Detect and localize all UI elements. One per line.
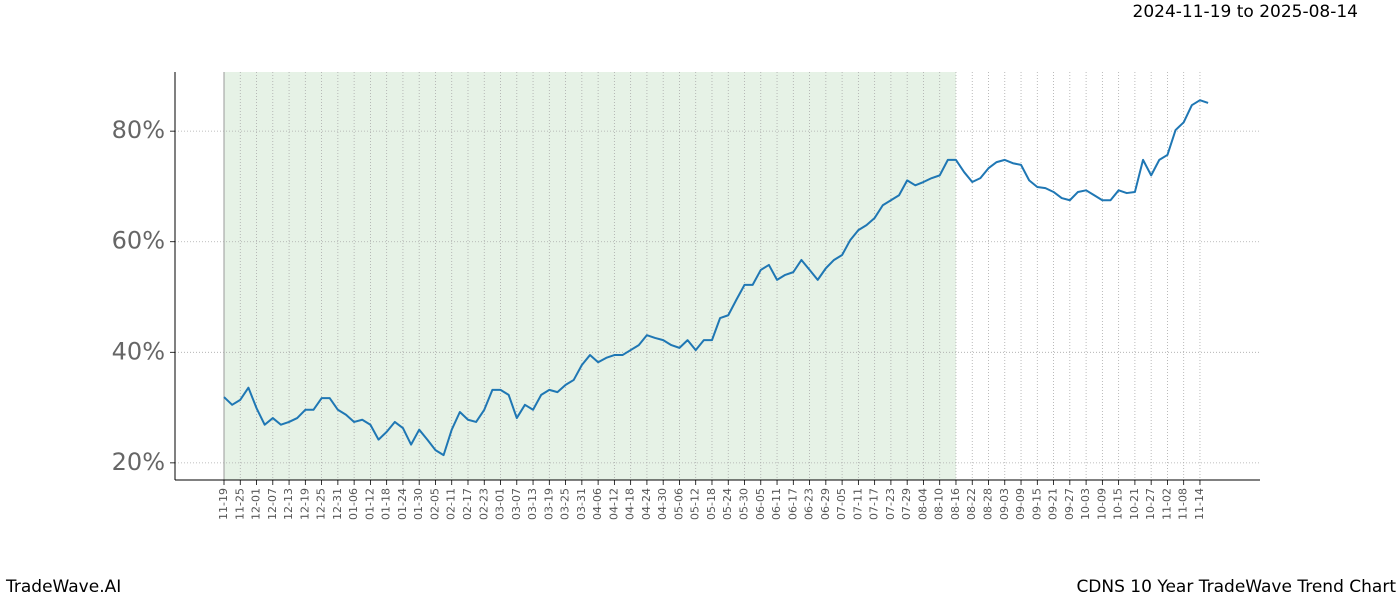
x-tick-label: 04-18 bbox=[624, 488, 637, 520]
x-tick-label: 06-29 bbox=[819, 488, 832, 520]
x-tick-label: 01-30 bbox=[412, 488, 425, 520]
x-tick-label: 05-30 bbox=[738, 488, 751, 520]
x-tick-label: 06-23 bbox=[803, 488, 816, 520]
x-tick-label: 07-17 bbox=[868, 488, 881, 520]
x-tick-label: 12-01 bbox=[250, 488, 263, 520]
x-tick-label: 01-24 bbox=[396, 488, 409, 520]
x-tick-label: 09-03 bbox=[998, 488, 1011, 520]
x-tick-label: 06-11 bbox=[770, 488, 783, 520]
x-tick-label: 12-25 bbox=[315, 488, 328, 520]
x-tick-label: 08-10 bbox=[933, 488, 946, 520]
x-tick-label: 05-18 bbox=[705, 488, 718, 520]
y-tick-label: 80% bbox=[112, 116, 165, 144]
x-tick-label: 03-31 bbox=[575, 488, 588, 520]
x-tick-label: 02-17 bbox=[461, 488, 474, 520]
x-tick-label: 12-19 bbox=[298, 488, 311, 520]
x-tick-label: 12-31 bbox=[331, 488, 344, 520]
x-tick-label: 07-29 bbox=[900, 488, 913, 520]
y-tick-label: 60% bbox=[112, 227, 165, 255]
x-tick-label: 12-13 bbox=[282, 488, 295, 520]
x-tick-label: 01-12 bbox=[363, 488, 376, 520]
x-tick-label: 11-02 bbox=[1160, 488, 1173, 520]
x-tick-label: 11-19 bbox=[217, 488, 230, 520]
x-tick-label: 03-07 bbox=[510, 488, 523, 520]
x-tick-label: 05-06 bbox=[672, 488, 685, 520]
x-tick-label: 10-03 bbox=[1079, 488, 1092, 520]
x-tick-label: 03-19 bbox=[542, 488, 555, 520]
x-tick-label: 05-24 bbox=[721, 488, 734, 520]
watermark: TradeWave.AI bbox=[5, 577, 121, 597]
x-tick-label: 07-05 bbox=[835, 488, 848, 520]
x-tick-label: 06-17 bbox=[786, 488, 799, 520]
x-tick-label: 12-07 bbox=[266, 488, 279, 520]
chart-title: CDNS 10 Year TradeWave Trend Chart bbox=[1076, 577, 1396, 597]
x-tick-label: 01-18 bbox=[380, 488, 393, 520]
x-tick-label: 03-25 bbox=[559, 488, 572, 520]
x-tick-label: 10-09 bbox=[1095, 488, 1108, 520]
x-tick-label: 04-06 bbox=[591, 488, 604, 520]
x-tick-label: 04-30 bbox=[656, 488, 669, 520]
x-tick-label: 09-21 bbox=[1047, 488, 1060, 520]
x-tick-label: 08-04 bbox=[916, 488, 929, 520]
x-tick-label: 09-27 bbox=[1063, 488, 1076, 520]
x-tick-label: 09-09 bbox=[1014, 488, 1027, 520]
x-tick-label: 10-15 bbox=[1112, 488, 1125, 520]
x-tick-label: 01-06 bbox=[347, 488, 360, 520]
x-tick-label: 04-12 bbox=[607, 488, 620, 520]
x-tick-label: 08-22 bbox=[965, 488, 978, 520]
x-tick-label: 08-16 bbox=[949, 488, 962, 520]
x-tick-label: 03-13 bbox=[526, 488, 539, 520]
chart-subtitle: 2024-11-19 to 2025-08-14 bbox=[1133, 2, 1358, 22]
highlight-band bbox=[224, 72, 956, 480]
trend-line bbox=[223, 99, 1209, 457]
y-tick-label: 20% bbox=[112, 448, 165, 476]
x-tick-label: 11-25 bbox=[233, 488, 246, 520]
x-tick-label: 11-08 bbox=[1177, 488, 1190, 520]
x-tick-label: 10-27 bbox=[1144, 488, 1157, 520]
x-tick-label: 07-23 bbox=[884, 488, 897, 520]
x-tick-label: 11-14 bbox=[1193, 488, 1206, 520]
y-tick-label: 40% bbox=[112, 337, 165, 365]
x-tick-label: 09-15 bbox=[1030, 488, 1043, 520]
x-tick-label: 02-11 bbox=[445, 488, 458, 520]
x-tick-label: 02-23 bbox=[477, 488, 490, 520]
x-tick-label: 02-05 bbox=[428, 488, 441, 520]
x-tick-label: 10-21 bbox=[1128, 488, 1141, 520]
x-tick-label: 03-01 bbox=[494, 488, 507, 520]
x-tick-label: 06-05 bbox=[754, 488, 767, 520]
x-tick-label: 08-28 bbox=[982, 488, 995, 520]
x-tick-label: 05-12 bbox=[689, 488, 702, 520]
x-tick-label: 04-24 bbox=[640, 488, 653, 520]
x-tick-label: 07-11 bbox=[851, 488, 864, 520]
